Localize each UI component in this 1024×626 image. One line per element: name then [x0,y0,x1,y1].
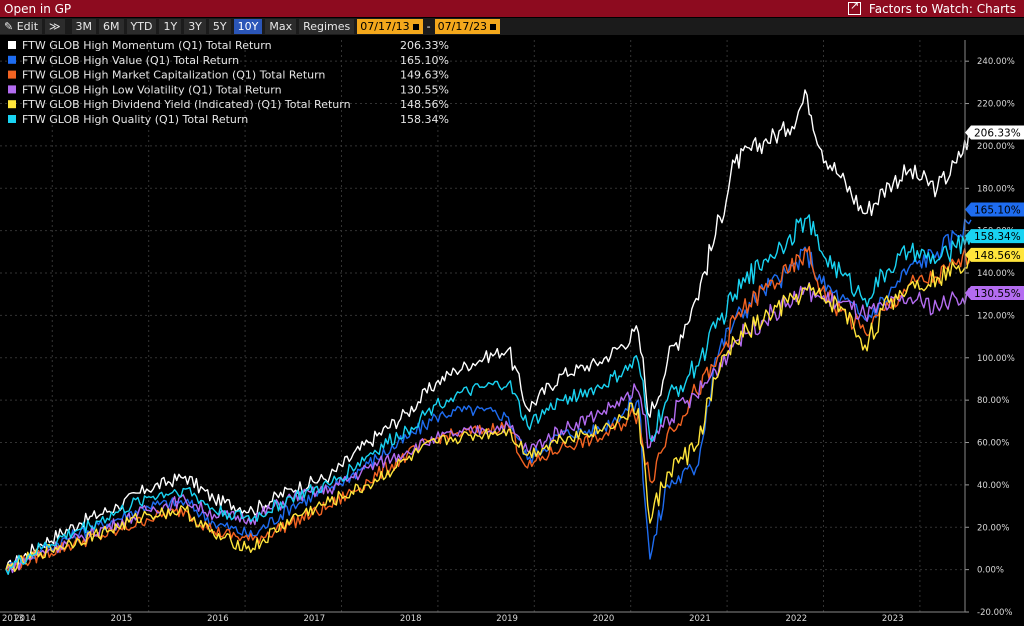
value-tag [965,229,1024,244]
x-tick-label: 2021 [689,614,711,624]
title-bar: Open in GP Factors to Watch: Charts [0,0,1024,17]
legend-entry-name: FTW GLOB High Dividend Yield (Indicated)… [22,98,351,111]
x-tick-label: 2022 [786,614,808,624]
y-tick-label: 220.00% [977,100,1015,110]
x-tick-label: 2016 [207,614,229,624]
y-tick-label: 20.00% [977,523,1009,533]
axes: -20.00% 0.00% 20.00% 40.00% 60.00% 80.00% 100.… [0,40,1015,624]
regimes-button[interactable]: Regimes [299,19,355,34]
y-tick-label: -20.00% [977,608,1012,618]
x-tick-label: 2019 [496,614,518,624]
legend-entry-value: 158.34% [400,113,449,126]
open-in-gp-link[interactable]: Open in GP [4,1,72,16]
legend-swatch [8,70,16,79]
y-tick-label: 240.00% [977,57,1015,67]
range-button-6m[interactable]: 6M [99,19,124,34]
x-tick-label: 2013 [2,614,24,624]
y-tick-label: 100.00% [977,354,1015,364]
legend-entry-name: FTW GLOB High Value (Q1) Total Return [22,54,239,67]
legend-entry-name: FTW GLOB High Low Volatility (Q1) Total … [22,83,282,96]
range-button-5y[interactable]: 5Y [208,19,231,34]
x-tick-label: 2015 [111,614,133,624]
value-tag [965,202,1024,217]
value-tag-label: 165.10% [974,204,1021,216]
legend-entry-value: 148.56% [400,98,449,111]
y-tick-label: 200.00% [977,142,1015,152]
x-tick-label: 2023 [882,614,904,624]
y-tick-label: 40.00% [977,481,1009,491]
last-value-tags: 206.33% 165.10% 158.34% 148.56% 130.55% [965,125,1024,301]
legend-swatch [8,85,16,94]
value-tag [965,125,1024,140]
legend-entry-value: 149.63% [400,69,449,82]
series-lines [5,89,972,575]
legend-swatch [8,100,16,109]
start-date-field[interactable]: 07/17/13 [357,19,423,34]
series-line [5,214,972,575]
external-link-icon[interactable] [847,0,861,15]
x-tick-label: 2018 [400,614,422,624]
legend-swatch [8,55,16,64]
edit-button[interactable]: ✎ Edit [0,19,43,34]
legend-entry-value: 165.10% [400,54,449,67]
y-tick-label: 60.00% [977,439,1009,449]
legend-entry-name: FTW GLOB High Momentum (Q1) Total Return [22,39,272,52]
value-tag-label: 158.34% [974,231,1021,243]
end-date-field[interactable]: 07/17/23 [434,19,501,34]
y-tick-label: 140.00% [977,269,1015,279]
y-tick-label: 120.00% [977,311,1015,321]
value-tag-label: 130.55% [974,288,1021,300]
legend-entry-name: FTW GLOB High Market Capitalization (Q1)… [22,69,325,82]
window-title: Factors to Watch: Charts [868,1,1016,16]
legend-swatch [8,115,16,123]
x-tick-label: 2014 [14,614,36,624]
value-tag-label: 206.33% [974,128,1021,140]
x-tick-label: 2017 [303,614,325,624]
value-tag-label: 148.56% [974,250,1021,262]
value-tag [965,247,1024,262]
legend: FTW GLOB High Momentum (Q1) Total Return… [8,39,449,126]
range-button-1y[interactable]: 1Y [159,19,182,34]
line-chart: -20.00% 0.00% 20.00% 40.00% 60.00% 80.00% 100.… [0,39,1024,624]
calendar-icon[interactable] [489,22,498,31]
range-button-3y[interactable]: 3Y [184,19,206,34]
value-tag [965,286,1024,301]
range-button-10y[interactable]: 10Y [233,19,263,34]
expand-button[interactable]: ≫ [45,19,65,34]
legend-entry-value: 206.33% [400,39,449,52]
y-tick-label: 180.00% [977,184,1015,194]
legend-entry-value: 130.55% [400,83,449,96]
legend-swatch [8,41,16,49]
series-line [5,89,972,572]
calendar-icon[interactable] [411,22,420,31]
range-button-ytd[interactable]: YTD [126,19,157,34]
x-tick-label: 2020 [593,614,615,624]
y-tick-label: 80.00% [977,396,1009,406]
series-line [5,282,972,574]
range-button-3m[interactable]: 3M [71,19,97,34]
legend-entry-name: FTW GLOB High Quality (Q1) Total Return [22,113,248,126]
y-tick-label: 0.00% [977,566,1004,576]
range-toolbar: ✎ Edit ≫ 3M 6M YTD 1Y 3Y 5Y 10Y Max Regimes 07/… [0,18,1024,35]
series-line [5,254,972,573]
range-button-max[interactable]: Max [265,19,297,34]
